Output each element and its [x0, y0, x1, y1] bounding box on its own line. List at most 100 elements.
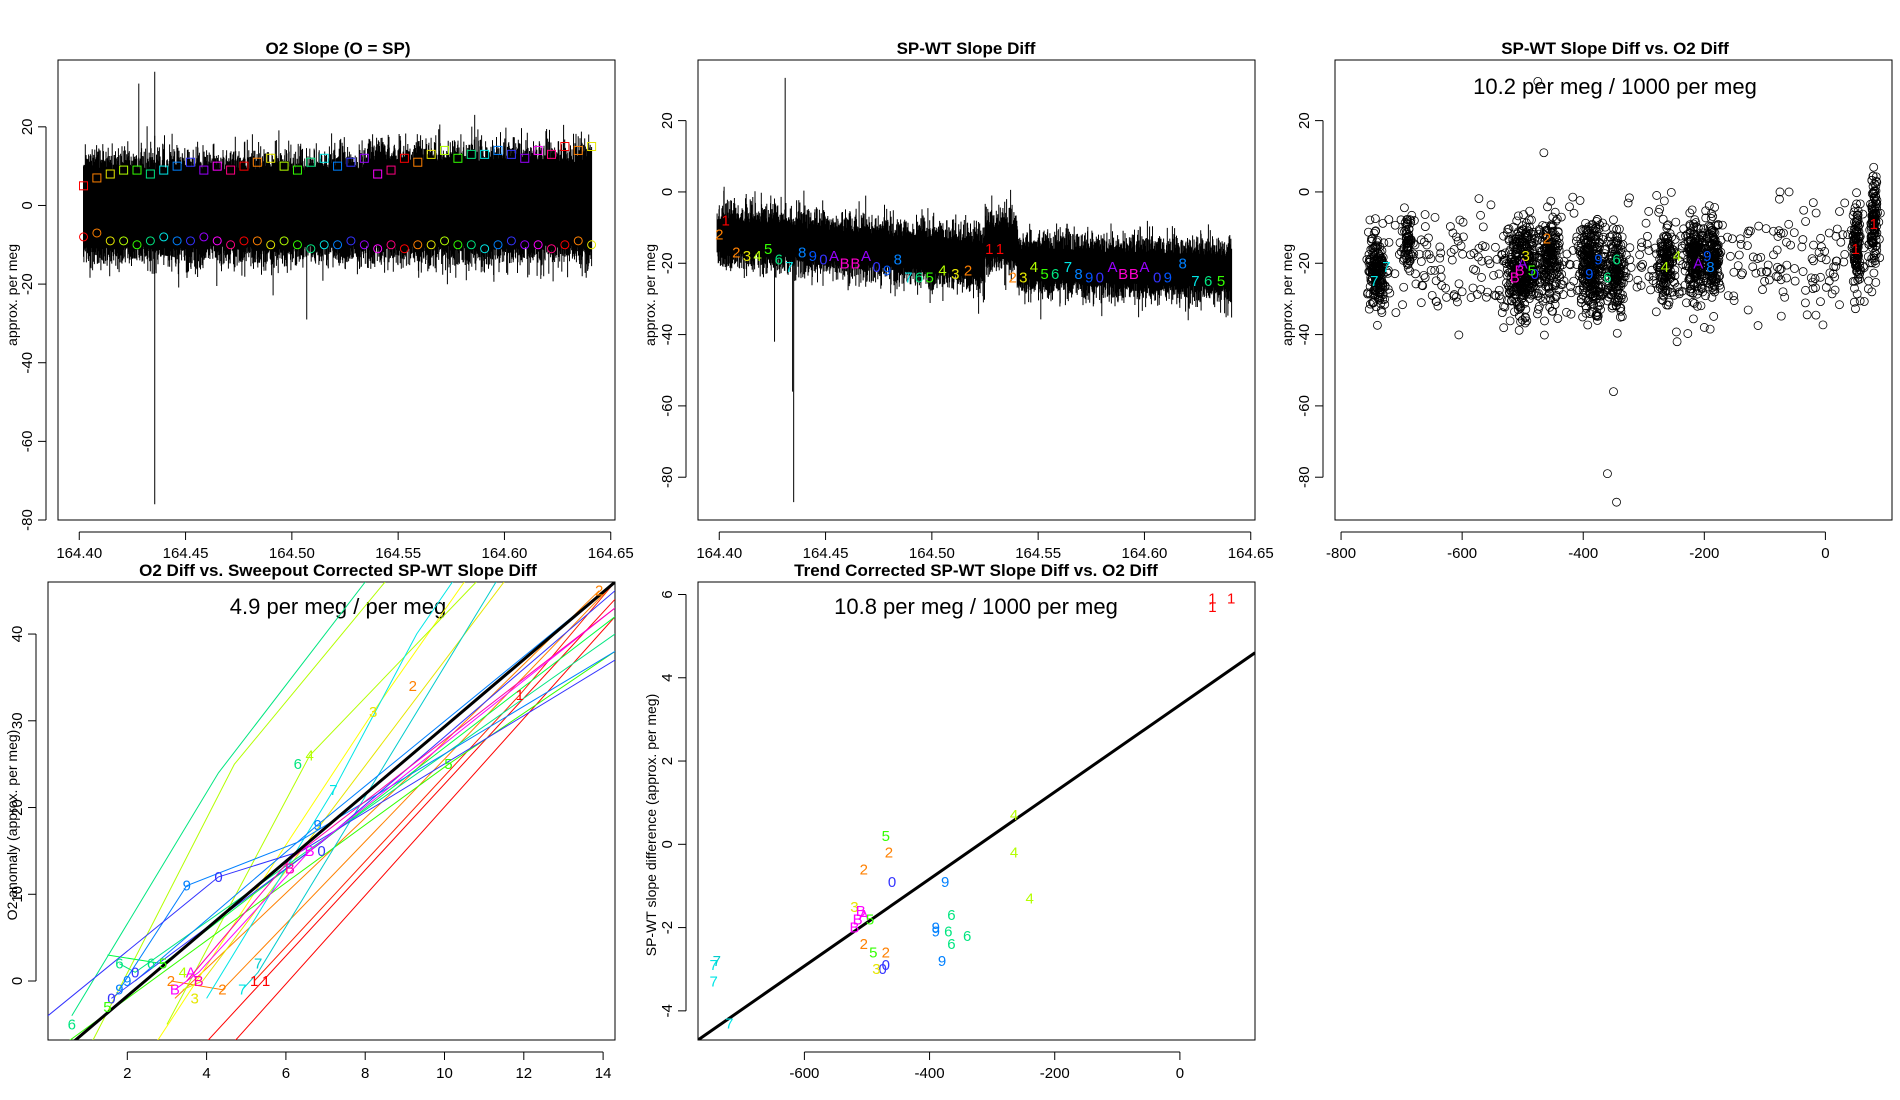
y-tick-label: 0	[659, 188, 676, 196]
scatter-point	[1807, 254, 1817, 264]
scatter-point	[1521, 218, 1531, 228]
scatter-point	[1534, 288, 1543, 298]
point-label: 7	[713, 953, 721, 970]
series-line	[69, 650, 615, 1040]
scatter-point	[1733, 261, 1743, 271]
scatter-point	[1596, 252, 1606, 262]
scatter-point	[1617, 312, 1627, 322]
scatter-point	[1584, 277, 1594, 287]
scatter-point	[1611, 301, 1621, 311]
y-tick-label: -80	[19, 509, 36, 531]
scatter-point	[1503, 225, 1513, 234]
scatter-point	[1534, 252, 1544, 262]
scatter-point	[1658, 214, 1668, 224]
scatter-point	[1398, 300, 1407, 310]
scatter-point	[1555, 261, 1565, 271]
scatter-point	[1500, 254, 1510, 263]
scatter-point	[1690, 215, 1700, 225]
scatter-point	[1855, 296, 1865, 306]
scatter-point	[1798, 235, 1808, 244]
point-label: 5	[444, 756, 452, 773]
scatter-point	[1760, 276, 1769, 286]
y-axis-label: O2 anomaly (approx. per meg)	[4, 730, 20, 921]
series-digit-label: B	[850, 255, 860, 272]
circle-marker	[105, 236, 115, 246]
cluster-digit-label: 6	[1603, 270, 1611, 287]
scatter-point	[1685, 208, 1695, 218]
series-digit-label: 3	[1019, 270, 1027, 287]
scatter-point	[1542, 273, 1552, 283]
scatter-point	[1379, 238, 1389, 248]
y-tick-label: 0	[1296, 188, 1313, 196]
cluster-digit-label: B	[1510, 270, 1520, 287]
series-line	[48, 659, 615, 1017]
point-label: 9	[123, 973, 131, 990]
scatter-point	[1489, 270, 1498, 280]
scatter-point	[1696, 283, 1706, 293]
scatter-point	[1391, 308, 1401, 318]
scatter-point	[1802, 310, 1812, 320]
scatter-point	[1811, 208, 1821, 218]
scatter-point	[1744, 226, 1754, 236]
scatter-point	[1704, 222, 1713, 231]
scatter-point	[1546, 196, 1556, 206]
scatter-point	[1588, 277, 1598, 287]
scatter-point	[1519, 210, 1528, 220]
scatter-point	[1447, 255, 1457, 265]
x-tick-label: 8	[361, 1065, 369, 1082]
scatter-point	[1849, 236, 1859, 246]
scatter-point	[1474, 243, 1484, 253]
scatter-point	[1436, 272, 1446, 282]
x-tick-label: 164.65	[588, 545, 634, 562]
scatter-point	[1666, 187, 1676, 197]
point-label: 9	[938, 953, 946, 970]
scatter-point	[1864, 240, 1874, 249]
scatter-point	[1782, 273, 1791, 283]
scatter-point	[1852, 267, 1861, 276]
square-marker	[386, 165, 396, 175]
y-tick-label: 20	[19, 118, 36, 135]
scatter-point	[1371, 277, 1381, 287]
y-axis-label: approx. per meg	[642, 244, 658, 346]
square-marker	[533, 145, 543, 155]
point-label: 6	[68, 1016, 76, 1033]
scatter-point	[1419, 237, 1429, 247]
scatter-point	[1584, 288, 1594, 298]
scatter-point	[1672, 337, 1682, 347]
circle-marker	[560, 240, 570, 250]
scatter-point	[1808, 198, 1818, 208]
series-line	[111, 590, 615, 999]
x-tick-label: 164.60	[1122, 545, 1168, 562]
scatter-point	[1809, 256, 1818, 266]
square-marker	[560, 141, 570, 151]
scatter-point	[1778, 287, 1788, 297]
scatter-point	[1625, 243, 1635, 253]
panel-annotation: 10.2 per meg / 1000 per meg	[1473, 74, 1757, 99]
scatter-point	[1782, 237, 1791, 247]
series-line	[118, 650, 615, 990]
scatter-point	[1608, 257, 1618, 267]
scatter-point	[1569, 276, 1579, 286]
scatter-point	[1818, 320, 1828, 330]
plot-frame	[697, 59, 1256, 521]
scatter-point	[1780, 292, 1790, 302]
scatter-point	[1411, 269, 1420, 279]
scatter-point	[1677, 241, 1687, 251]
scatter-point	[1370, 266, 1379, 276]
scatter-point	[1397, 226, 1407, 236]
scatter-point	[1362, 255, 1372, 264]
scatter-point	[1594, 232, 1603, 241]
y-tick-label: 40	[9, 626, 26, 643]
scatter-point	[1867, 204, 1877, 213]
point-label: 5	[866, 911, 874, 928]
circle-marker	[159, 232, 169, 242]
scatter-point	[1603, 259, 1613, 269]
scatter-point	[1611, 275, 1621, 285]
scatter-point	[1472, 290, 1482, 299]
scatter-point	[1474, 194, 1484, 203]
scatter-point	[1789, 228, 1799, 238]
series-digit-label: 8	[798, 245, 806, 262]
point-label: 7	[254, 956, 262, 973]
scatter-point	[1683, 329, 1693, 338]
circle-marker	[92, 228, 102, 238]
